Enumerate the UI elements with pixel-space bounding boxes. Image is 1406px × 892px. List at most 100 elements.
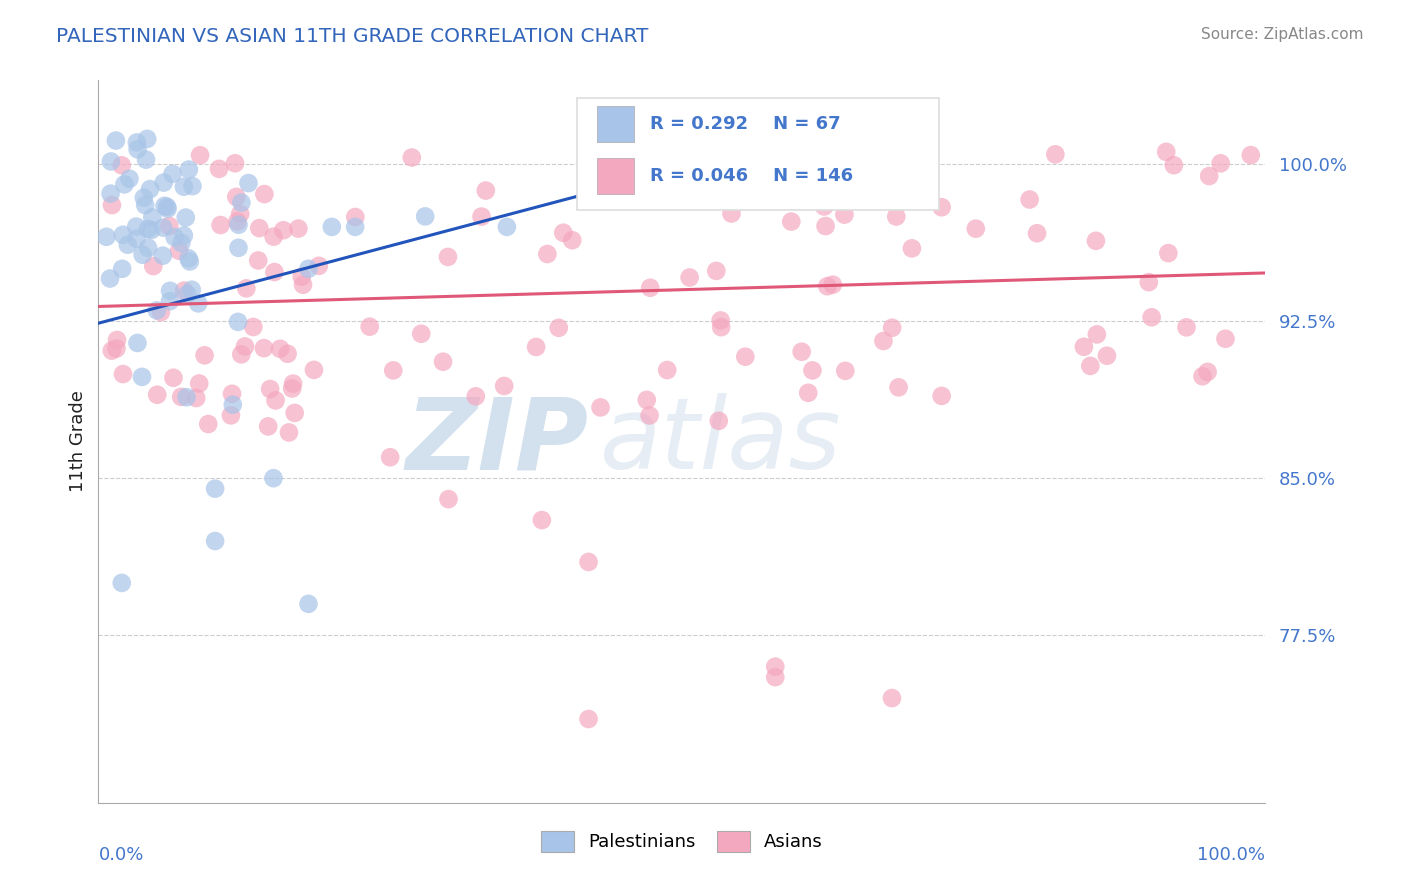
Point <box>638 409 661 423</box>
Point <box>278 425 301 440</box>
Point <box>259 382 281 396</box>
Point <box>269 342 291 356</box>
Point <box>494 379 516 393</box>
Point <box>380 450 402 465</box>
Point <box>834 208 856 222</box>
Point <box>302 363 325 377</box>
Point <box>180 283 202 297</box>
Point <box>173 228 195 243</box>
Point <box>125 232 148 246</box>
Point <box>814 219 837 233</box>
Point <box>263 265 285 279</box>
Point <box>284 406 307 420</box>
Point <box>149 305 172 319</box>
Point <box>100 154 122 169</box>
Point <box>678 270 700 285</box>
Text: R = 0.292    N = 67: R = 0.292 N = 67 <box>651 115 841 133</box>
Point <box>226 214 249 228</box>
Point <box>636 392 658 407</box>
Point <box>188 148 211 162</box>
Point <box>1026 226 1049 240</box>
Point <box>173 179 195 194</box>
Point <box>496 219 519 234</box>
Point <box>578 555 600 569</box>
Text: PALESTINIAN VS ASIAN 11TH GRADE CORRELATION CHART: PALESTINIAN VS ASIAN 11TH GRADE CORRELAT… <box>56 27 648 45</box>
Point <box>152 176 174 190</box>
Point <box>179 254 201 268</box>
Point <box>152 220 174 235</box>
Point <box>471 210 494 224</box>
Point <box>872 334 894 348</box>
Point <box>821 277 844 292</box>
Point <box>229 207 252 221</box>
Point <box>704 264 727 278</box>
Point <box>1084 234 1107 248</box>
Point <box>1073 340 1095 354</box>
Point <box>882 320 904 334</box>
Point <box>965 221 987 235</box>
Point <box>167 244 190 258</box>
Point <box>152 249 174 263</box>
Point <box>176 390 198 404</box>
Point <box>638 281 661 295</box>
Point <box>344 219 367 234</box>
Point <box>797 385 820 400</box>
Point <box>146 303 169 318</box>
Point <box>1191 369 1213 384</box>
Point <box>763 670 786 684</box>
Point <box>578 712 600 726</box>
Point <box>125 219 148 234</box>
Point <box>277 347 299 361</box>
Point <box>297 597 319 611</box>
Point <box>1095 349 1118 363</box>
Point <box>1215 332 1237 346</box>
Point <box>1078 359 1101 373</box>
Point <box>813 199 835 213</box>
Point <box>720 206 742 220</box>
Point <box>224 156 246 170</box>
Point <box>1045 147 1067 161</box>
Text: ZIP: ZIP <box>405 393 589 490</box>
Point <box>181 179 204 194</box>
Point <box>127 335 149 350</box>
Text: R = 0.046    N = 146: R = 0.046 N = 146 <box>651 167 853 185</box>
Point <box>219 409 242 423</box>
Point <box>1018 193 1040 207</box>
Point <box>111 367 134 381</box>
Point <box>297 261 319 276</box>
Point <box>475 184 498 198</box>
Point <box>547 320 569 334</box>
Point <box>464 389 486 403</box>
Point <box>111 227 134 242</box>
Point <box>264 393 287 408</box>
Y-axis label: 11th Grade: 11th Grade <box>69 391 87 492</box>
Point <box>262 471 284 485</box>
Point <box>146 388 169 402</box>
Point <box>273 223 295 237</box>
Point <box>231 347 253 361</box>
Point <box>111 575 134 590</box>
Point <box>257 419 280 434</box>
Point <box>153 199 176 213</box>
Point <box>931 200 953 214</box>
Point <box>163 230 186 244</box>
Point <box>193 348 215 362</box>
Point <box>253 341 276 355</box>
Point <box>401 151 423 165</box>
Point <box>162 167 184 181</box>
Point <box>432 355 454 369</box>
Point <box>104 134 127 148</box>
Point <box>101 198 124 212</box>
Point <box>112 178 135 192</box>
Point <box>231 195 253 210</box>
Text: Source: ZipAtlas.com: Source: ZipAtlas.com <box>1201 27 1364 42</box>
Point <box>131 248 153 262</box>
Point <box>98 271 121 285</box>
Point <box>96 229 118 244</box>
Point <box>1157 246 1180 260</box>
Point <box>156 200 179 214</box>
Point <box>204 534 226 549</box>
Point <box>1209 156 1232 170</box>
Point <box>437 250 460 264</box>
Point <box>132 191 155 205</box>
